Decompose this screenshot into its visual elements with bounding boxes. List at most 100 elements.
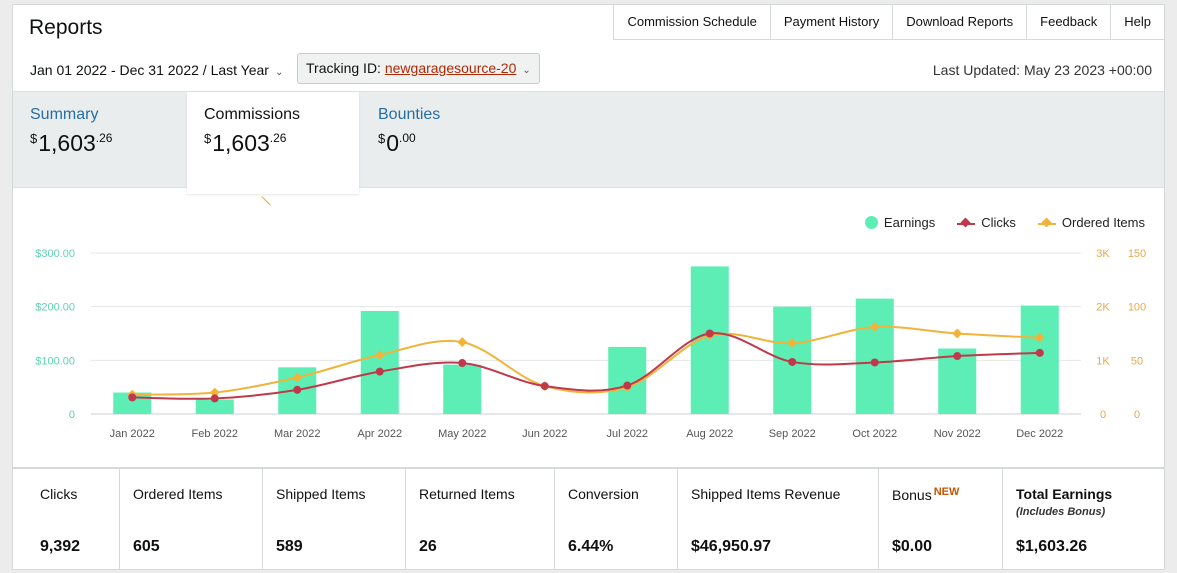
stat-returned-items: Returned Items 26 [405, 469, 554, 570]
ordered-items-point [1034, 332, 1045, 343]
new-badge: NEW [933, 486, 960, 498]
y-right2-tick-label: 50 [1131, 355, 1143, 367]
tab-amount: $0.00 [378, 130, 416, 156]
clicks-point [375, 367, 384, 376]
clicks-point [210, 394, 219, 403]
stat-label: Clicks [40, 486, 78, 502]
tab-label: Summary [30, 106, 99, 123]
stat-clicks: Clicks 9,392 [13, 469, 119, 570]
x-tick-label: Dec 2022 [1016, 428, 1063, 440]
stat-value: 605 [133, 538, 160, 555]
ordered-items-point [209, 387, 220, 398]
x-tick-label: Nov 2022 [934, 428, 981, 440]
clicks-point [128, 393, 137, 402]
page-title: Reports [29, 16, 103, 39]
legend-line-icon [1037, 218, 1056, 228]
commission-schedule-link[interactable]: Commission Schedule [627, 14, 757, 29]
top-nav: Commission Schedule Payment History Down… [613, 4, 1165, 40]
download-reports-link[interactable]: Download Reports [892, 5, 1026, 39]
tab-label: Bounties [378, 106, 441, 123]
y-right2-tick-label: 150 [1128, 248, 1146, 260]
stat-ordered-items: Ordered Items 605 [119, 469, 262, 570]
clicks-point [293, 385, 302, 394]
legend-ordered-items[interactable]: Ordered Items [1037, 215, 1145, 230]
stat-value: 9,392 [40, 538, 81, 555]
stat-total-earnings: Total Earnings (Includes Bonus) $1,603.2… [1002, 469, 1164, 570]
tab-summary[interactable]: Summary $1,603.26 [13, 92, 187, 189]
stat-value: $0.00 [892, 538, 933, 555]
x-tick-label: Sep 2022 [769, 428, 816, 440]
x-tick-label: Oct 2022 [852, 428, 897, 440]
ordered-items-point [952, 328, 963, 339]
x-tick-label: Jun 2022 [522, 428, 567, 440]
clicks-point [540, 382, 549, 391]
y-right-tick-label: 0 [1100, 409, 1106, 421]
clicks-point [788, 357, 797, 366]
clicks-point [705, 329, 714, 338]
stat-conversion: Conversion 6.44% [554, 469, 677, 570]
legend-dot-icon [864, 216, 878, 229]
earnings-chart: 0 0 0 $100.00 1K 50 $200.00 2K 100 $300.00 3K 150 Ja… [35, 248, 1146, 440]
stat-value: $1,603.26 [1016, 538, 1088, 555]
stat-label: Returned Items [419, 486, 515, 502]
y-right-tick-label: 2K [1096, 302, 1110, 314]
y-left-tick-label: $300.00 [35, 248, 75, 260]
x-tick-label: Jan 2022 [110, 428, 155, 440]
clicks-point [870, 358, 879, 367]
last-updated: Last Updated: May 23 2023 +00:00 [932, 62, 1152, 78]
chevron-down-icon: ⌄ [522, 65, 531, 76]
reports-panel: Reports Commission Schedule Payment Hist… [12, 4, 1165, 570]
stat-label: Total Earnings [1016, 486, 1113, 502]
clicks-point [623, 381, 632, 390]
stat-sublabel: (Includes Bonus) [1016, 506, 1106, 518]
y-right2-tick-label: 100 [1128, 302, 1146, 314]
tab-commissions[interactable]: Commissions $1,603.26 [187, 92, 359, 194]
tracking-id-dropdown[interactable]: Tracking ID: newgaragesource-20 ⌄ [297, 53, 540, 84]
stat-label: Conversion [568, 486, 639, 502]
tracking-label: Tracking ID: [306, 60, 381, 76]
stat-value: $46,950.97 [691, 538, 772, 555]
stat-value: 6.44% [568, 538, 614, 555]
y-left-tick-label: $200.00 [35, 302, 75, 314]
y-left-tick-label: $100.00 [35, 355, 75, 367]
payment-history-link[interactable]: Payment History [769, 5, 892, 39]
chevron-down-icon: ⌄ [274, 67, 284, 78]
stat-value: 589 [276, 538, 303, 555]
x-tick-label: Feb 2022 [192, 428, 238, 440]
ordered-items-point [787, 338, 798, 349]
help-link[interactable]: Help [1110, 5, 1164, 39]
earnings-bar [360, 310, 399, 414]
legend-earnings[interactable]: Earnings [864, 215, 935, 230]
stats-row: Clicks 9,392 Ordered Items 605 Shipped I… [13, 467, 1164, 570]
date-range-label: Jan 01 2022 - Dec 31 2022 / Last Year [30, 62, 269, 78]
stat-bonus: Bonus NEW $0.00 [878, 469, 1002, 570]
ordered-items-point [292, 372, 303, 383]
y-left-tick-label: 0 [69, 409, 75, 421]
tab-amount: $1,603.26 [30, 130, 113, 156]
date-range-dropdown[interactable]: Jan 01 2022 - Dec 31 2022 / Last Year ⌄ [30, 62, 283, 78]
x-tick-label: Apr 2022 [357, 428, 402, 440]
stat-label: Bonus NEW [892, 486, 960, 503]
earnings-bar [1020, 305, 1059, 414]
ordered-items-point [869, 322, 880, 333]
earnings-bar [195, 399, 234, 414]
y-right-tick-label: 3K [1096, 248, 1110, 260]
stat-shipped-revenue: Shipped Items Revenue $46,950.97 [677, 469, 878, 570]
stat-shipped-items: Shipped Items 589 [262, 469, 405, 570]
stat-label: Ordered Items [133, 486, 223, 502]
clicks-point [953, 352, 962, 361]
tab-bounties[interactable]: Bounties $0.00 [361, 92, 531, 189]
stat-value: 26 [419, 538, 437, 555]
x-tick-label: Jul 2022 [606, 428, 648, 440]
legend-line-icon [957, 218, 976, 228]
summary-tabs: Summary $1,603.26 Commissions $1,603.26 … [13, 91, 1164, 194]
clicks-point [458, 359, 467, 368]
feedback-link[interactable]: Feedback [1026, 5, 1110, 39]
y-right-tick-label: 1K [1096, 355, 1110, 367]
y-right2-tick-label: 0 [1134, 409, 1140, 421]
x-tick-label: May 2022 [438, 428, 486, 440]
legend-clicks[interactable]: Clicks [957, 215, 1016, 230]
tab-amount: $1,603.26 [204, 130, 287, 156]
clicks-point [1035, 348, 1044, 357]
x-tick-label: Aug 2022 [686, 428, 733, 440]
